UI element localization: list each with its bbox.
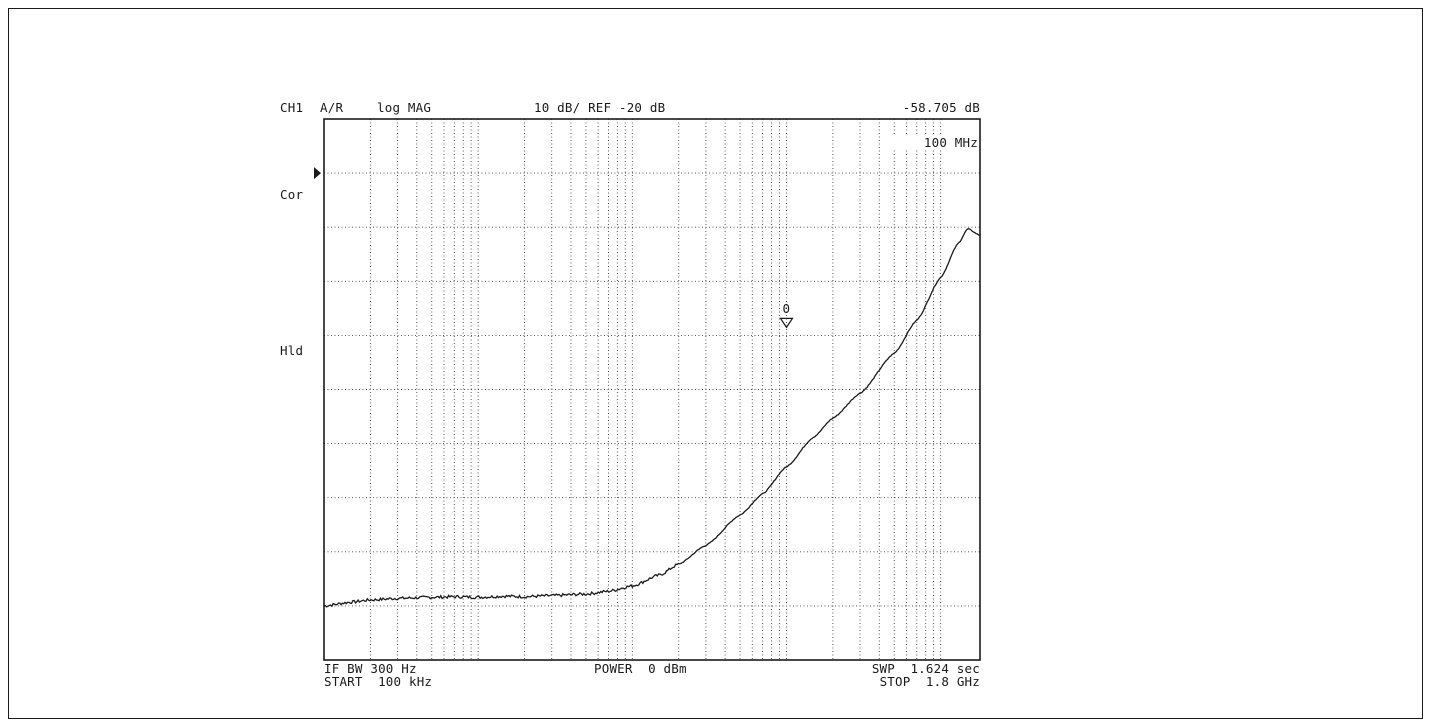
- marker-label: 0: [782, 301, 791, 317]
- hold-indicator: Hld: [280, 343, 304, 358]
- reference-arrow-icon: [314, 167, 321, 180]
- marker-readout-value: -58.705 dB: [902, 100, 980, 115]
- marker-triangle-icon: [779, 317, 794, 329]
- measured-parameter: A/R: [320, 100, 344, 115]
- series-trace: [323, 227, 981, 608]
- if-bandwidth: IF BW 300 Hz: [324, 661, 417, 676]
- marker-readout-frequency: 100 MHz: [880, 136, 978, 149]
- start-frequency: START 100 kHz: [324, 674, 433, 689]
- sweep-time: SWP 1.624 sec: [871, 661, 980, 676]
- figure-frame: [8, 8, 1423, 719]
- display-format: log MAG: [377, 100, 432, 115]
- source-power: POWER 0 dBm: [594, 661, 687, 676]
- scale-and-reference: 10 dB/ REF -20 dB: [534, 100, 666, 115]
- plot-area-border: [323, 118, 981, 661]
- correction-indicator: Cor: [280, 187, 304, 202]
- grid: [324, 119, 980, 660]
- channel-label: CH1: [280, 100, 304, 115]
- stop-frequency: STOP 1.8 GHz: [879, 674, 980, 689]
